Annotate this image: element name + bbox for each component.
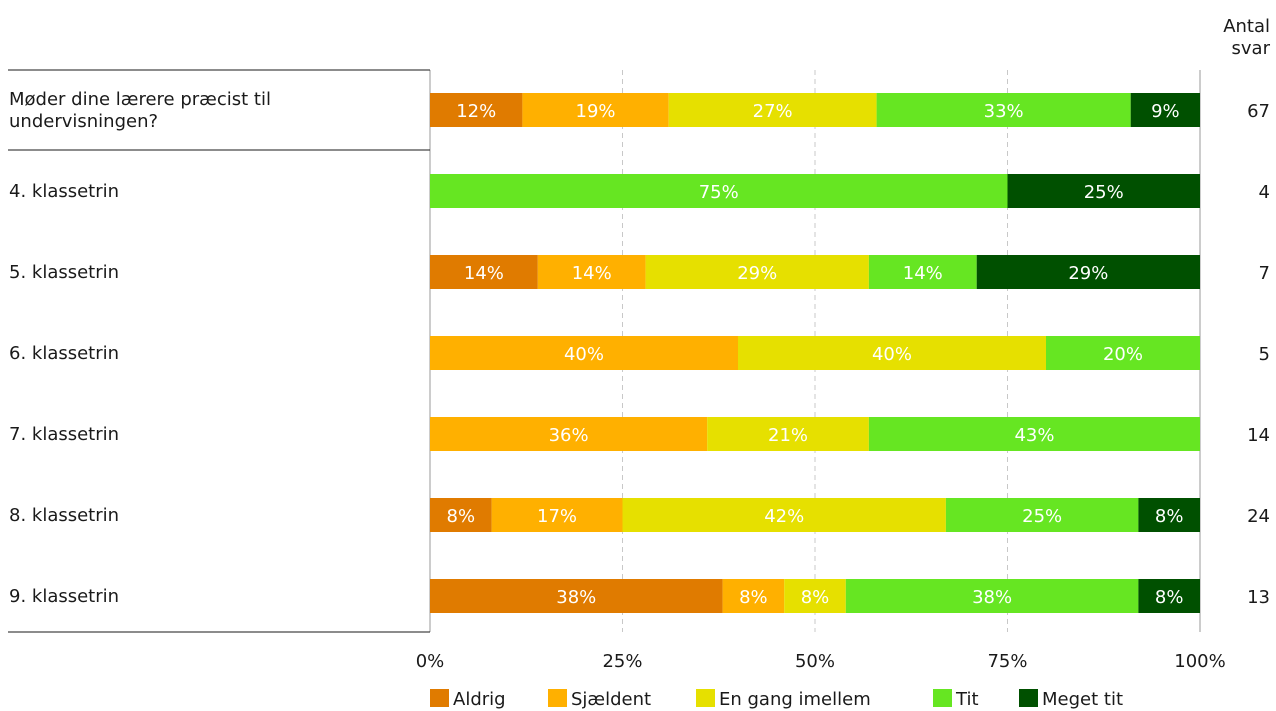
- legend-label: En gang imellem: [719, 689, 871, 710]
- bar-data-label: 12%: [456, 101, 496, 122]
- bar-segment: [845, 579, 1139, 613]
- bar-segment: [1007, 174, 1200, 208]
- bar-data-label: 8%: [1155, 587, 1184, 608]
- bar-data-label: 38%: [972, 587, 1012, 608]
- count-label: 14: [1247, 425, 1270, 446]
- bar-segment: [1138, 498, 1200, 532]
- category-label: 6. klassetrin: [9, 343, 119, 364]
- bar-segment: [430, 336, 738, 370]
- bar-data-label: 19%: [576, 101, 616, 122]
- legend-swatch: [430, 689, 449, 707]
- count-label: 7: [1259, 263, 1270, 284]
- count-label: 5: [1259, 344, 1270, 365]
- count-label: 24: [1247, 506, 1270, 527]
- category-label: Møder dine lærere præcist til: [9, 89, 271, 110]
- bar-segment: [945, 498, 1139, 532]
- bar-data-label: 43%: [1014, 425, 1054, 446]
- category-label: 7. klassetrin: [9, 424, 119, 445]
- bar-data-label: 8%: [447, 506, 476, 527]
- bar-data-label: 40%: [872, 344, 912, 365]
- bar-segment: [784, 579, 846, 613]
- bar-segment: [1046, 336, 1200, 370]
- legend-label: Aldrig: [453, 689, 506, 710]
- bar-segment: [868, 417, 1200, 451]
- category-label: 8. klassetrin: [9, 505, 119, 526]
- bar-segment: [976, 255, 1200, 289]
- bar-segment: [707, 417, 869, 451]
- x-tick-label: 0%: [416, 651, 445, 672]
- bar-data-label: 29%: [1068, 263, 1108, 284]
- bar-data-label: 8%: [1155, 506, 1184, 527]
- x-tick-label: 75%: [987, 651, 1027, 672]
- bar-segment: [1138, 579, 1200, 613]
- bar-segment: [668, 93, 877, 127]
- bar-segment: [430, 417, 708, 451]
- bar-data-label: 14%: [572, 263, 612, 284]
- bar-segment: [430, 255, 538, 289]
- bar-segment: [622, 498, 946, 532]
- bar-segment: [491, 498, 623, 532]
- bar-data-label: 75%: [699, 182, 739, 203]
- bar-data-label: 33%: [984, 101, 1024, 122]
- bar-segment: [868, 255, 977, 289]
- bar-segment: [722, 579, 785, 613]
- bar-data-label: 40%: [564, 344, 604, 365]
- legend-label: Tit: [955, 689, 979, 710]
- bar-data-label: 42%: [764, 506, 804, 527]
- bar-segment: [430, 174, 1008, 208]
- bar-data-label: 17%: [537, 506, 577, 527]
- x-tick-label: 100%: [1174, 651, 1225, 672]
- bar-data-label: 14%: [903, 263, 943, 284]
- legend-label: Meget tit: [1042, 689, 1123, 710]
- bar-data-label: 29%: [737, 263, 777, 284]
- bar-data-label: 8%: [739, 587, 768, 608]
- bar-segment: [430, 498, 492, 532]
- count-header: svar: [1232, 38, 1271, 59]
- legend-swatch: [548, 689, 567, 707]
- legend-swatch: [1019, 689, 1038, 707]
- legend-swatch: [696, 689, 715, 707]
- category-label: undervisningen?: [9, 111, 158, 132]
- category-label: 9. klassetrin: [9, 586, 119, 607]
- bar-data-label: 27%: [753, 101, 793, 122]
- count-label: 67: [1247, 101, 1270, 122]
- bar-segment: [1130, 93, 1200, 127]
- category-label: 5. klassetrin: [9, 262, 119, 283]
- bar-data-label: 36%: [549, 425, 589, 446]
- bar-data-label: 14%: [464, 263, 504, 284]
- count-label: 4: [1259, 182, 1270, 203]
- bar-data-label: 38%: [556, 587, 596, 608]
- legend-swatch: [933, 689, 952, 707]
- bar-segment: [738, 336, 1046, 370]
- bar-data-label: 20%: [1103, 344, 1143, 365]
- bar-data-label: 21%: [768, 425, 808, 446]
- bar-segment: [537, 255, 646, 289]
- bar-data-label: 25%: [1022, 506, 1062, 527]
- legend-label: Sjældent: [571, 689, 651, 710]
- bar-segment: [876, 93, 1131, 127]
- bar-segment: [645, 255, 869, 289]
- bar-segment: [430, 579, 723, 613]
- bar-segment: [430, 93, 523, 127]
- category-label: 4. klassetrin: [9, 181, 119, 202]
- bar-data-label: 25%: [1084, 182, 1124, 203]
- count-label: 13: [1247, 587, 1270, 608]
- bar-data-label: 9%: [1151, 101, 1180, 122]
- bar-segment: [522, 93, 669, 127]
- bar-data-label: 8%: [801, 587, 830, 608]
- x-tick-label: 25%: [602, 651, 642, 672]
- x-tick-label: 50%: [795, 651, 835, 672]
- count-header: Antal: [1223, 16, 1270, 37]
